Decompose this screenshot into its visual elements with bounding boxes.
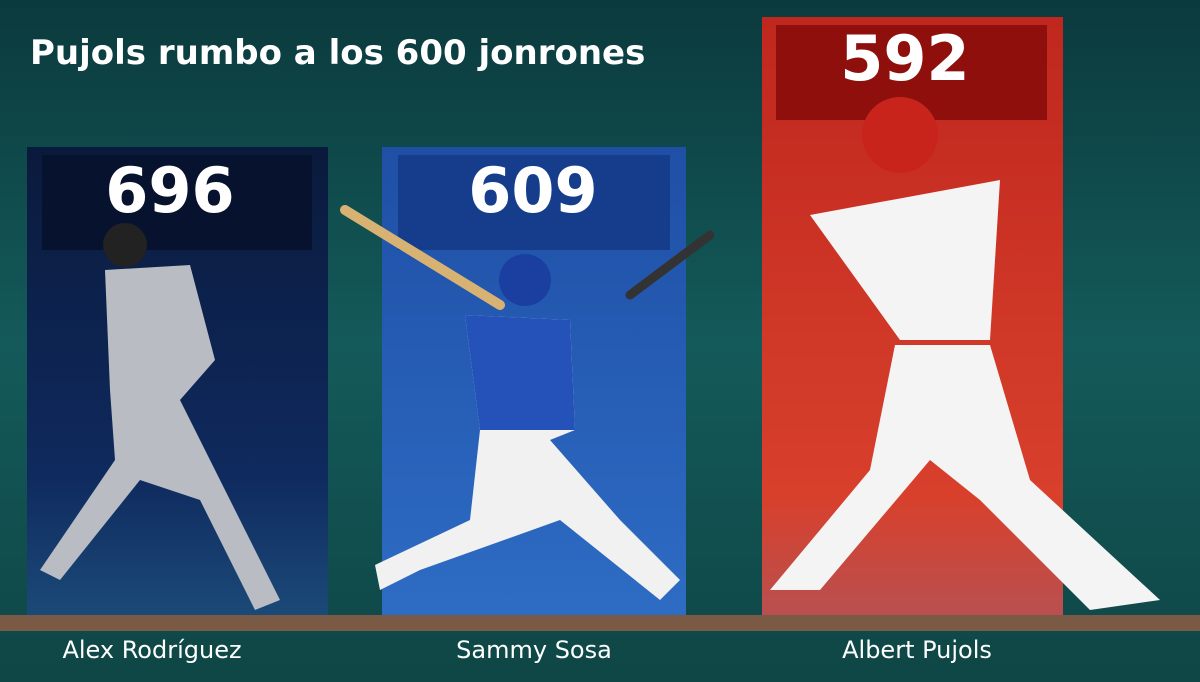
number-box: [398, 155, 670, 250]
number-box: [42, 155, 312, 250]
home-runs: 609: [468, 154, 597, 227]
player-name: Albert Pujols: [842, 636, 992, 664]
player-name: Alex Rodríguez: [62, 636, 241, 664]
player-figure: [625, 97, 1160, 610]
ground: [0, 615, 1200, 631]
player-name: Sammy Sosa: [456, 636, 612, 664]
player-figure: [340, 205, 680, 600]
title: Pujols rumbo a los 600 jonrones: [30, 33, 645, 73]
player-figure: [40, 223, 280, 610]
home-runs: 592: [840, 22, 969, 95]
home-runs: 696: [105, 154, 234, 227]
